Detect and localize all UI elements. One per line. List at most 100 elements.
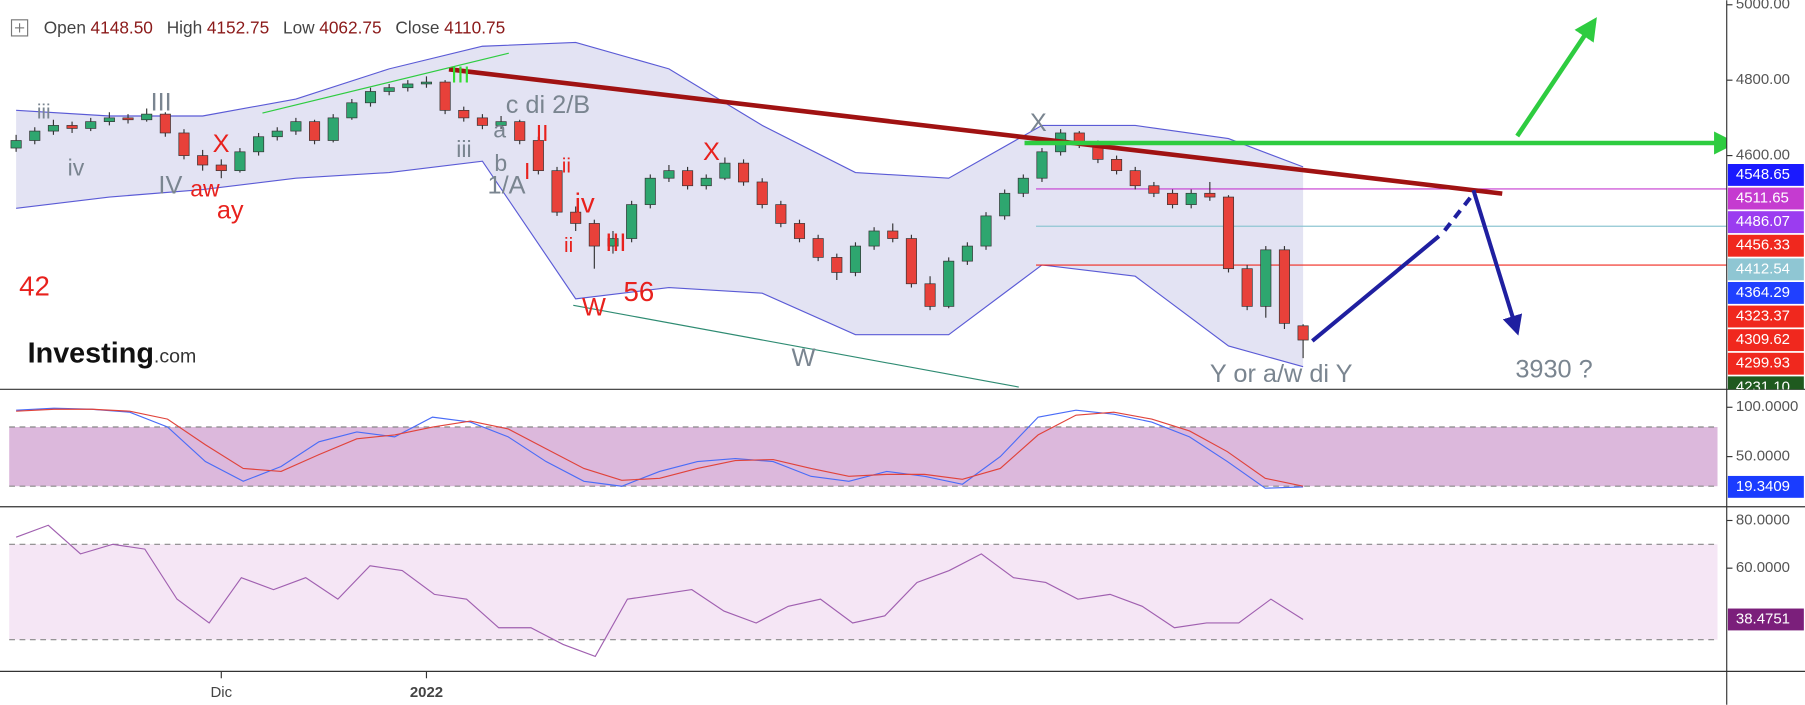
- candle-body: [1204, 192, 1216, 198]
- price-label: 4299.93: [1736, 355, 1790, 372]
- expand-icon[interactable]: [10, 19, 29, 37]
- candle-body: [495, 121, 507, 126]
- candle-body: [644, 177, 656, 205]
- price-label-box: [1727, 305, 1804, 328]
- candle-body: [551, 170, 563, 213]
- candle-body: [402, 83, 414, 89]
- level-band: [9, 544, 1718, 640]
- wave-label: I: [524, 158, 530, 184]
- candle-body: [1185, 192, 1197, 205]
- candle-body: [85, 121, 97, 129]
- support-line: [573, 304, 1019, 388]
- wave-label: II: [536, 120, 549, 146]
- candle-body: [1297, 325, 1309, 341]
- legend-value: 4062.75: [319, 18, 381, 38]
- y-tick-label: 4600.00: [1736, 147, 1790, 164]
- price-label: 4323.37: [1736, 307, 1790, 324]
- price-label: 4486.07: [1736, 213, 1790, 230]
- logo-brand: Investing: [28, 337, 154, 369]
- candle-body: [849, 245, 861, 273]
- price-label: 4456.33: [1736, 237, 1790, 254]
- price-label-box: [1727, 258, 1804, 281]
- wave-label: 3930 ?: [1515, 356, 1592, 384]
- candle-body: [234, 151, 246, 172]
- y-tick-label: 60.0000: [1736, 559, 1790, 576]
- wave-label: a: [493, 117, 506, 143]
- wave-label: Y or a/w di Y: [1210, 360, 1353, 388]
- candle-body: [103, 117, 115, 122]
- candle-body: [793, 223, 806, 239]
- wave-label: iv: [68, 155, 85, 181]
- candle-body: [999, 192, 1011, 217]
- legend-name: Low: [283, 18, 315, 38]
- wave-label: aw: [190, 175, 220, 201]
- wave-label: ay: [217, 197, 244, 225]
- legend-value: 4152.75: [207, 18, 269, 38]
- rsi-panel: 60.0000 80.0000 38.4751: [9, 511, 1804, 658]
- candle-body: [812, 238, 824, 258]
- level-band: [9, 427, 1718, 487]
- blue-path-dashed: [1443, 192, 1476, 232]
- candle-body: [66, 125, 78, 129]
- band-upper: [16, 41, 1304, 179]
- y-tick-label: 50.0000: [1736, 448, 1790, 465]
- candle-body: [1036, 151, 1048, 179]
- wave-label: X: [1030, 109, 1047, 137]
- wave-label: iv: [575, 187, 595, 218]
- candle-body: [588, 223, 600, 247]
- wave-label: III: [451, 61, 470, 87]
- price-label: 4231.10: [1736, 378, 1790, 395]
- wave-label: b: [494, 150, 507, 176]
- indicator-line: [16, 407, 1304, 489]
- price-label-box: [1727, 281, 1804, 304]
- candle-body: [476, 117, 488, 126]
- candle-body: [905, 238, 917, 285]
- drawings: [262, 17, 1727, 388]
- band-lower: [16, 160, 1304, 368]
- candle-body: [1278, 249, 1290, 324]
- wave-label: c di 2/B: [506, 91, 590, 119]
- wave-label: W: [792, 344, 816, 372]
- price-label-box: [1727, 329, 1804, 352]
- candle-body: [775, 204, 787, 224]
- wave-label: III: [605, 229, 626, 257]
- candle-body: [439, 81, 451, 111]
- indicator-line: [15, 524, 1304, 658]
- x-tick-label: Dic: [210, 684, 232, 701]
- candle-body: [980, 215, 992, 247]
- x-axis: Dic 2022: [210, 671, 443, 701]
- wave-label: W: [582, 293, 606, 321]
- candle-body: [961, 245, 973, 262]
- legend-name: Close: [395, 18, 439, 38]
- candle-body: [887, 230, 899, 239]
- price-axis: 4548.65 4511.65 4486.07 4456.33 4412.54 4364.…: [1727, 164, 1804, 395]
- candle-body: [1241, 268, 1253, 307]
- candle-body: [943, 260, 955, 307]
- candle-body: [253, 136, 265, 153]
- candle-body: [47, 125, 59, 132]
- wave-label: 1/A: [488, 171, 526, 199]
- candle-body: [159, 113, 171, 134]
- price-label: 4412.54: [1736, 260, 1790, 277]
- logo-domain: .com: [154, 345, 196, 367]
- y-tick-label: 80.0000: [1736, 511, 1790, 528]
- wave-label: IV: [158, 171, 182, 199]
- green-arrow-up: [1515, 17, 1597, 138]
- price-label: 4511.65: [1736, 189, 1789, 206]
- wave-label: ii: [564, 234, 573, 257]
- candle-body: [924, 283, 936, 307]
- price-label-box: [1727, 352, 1804, 375]
- trend-line: [448, 67, 1503, 196]
- stochastic-panel: 50.0000 100.0000 19.3409: [9, 398, 1804, 498]
- candle-body: [756, 181, 768, 205]
- candle-body: [1017, 177, 1029, 194]
- price-label-box: [1727, 164, 1804, 186]
- price-label-box: [1727, 376, 1804, 390]
- wave-label: III: [151, 89, 172, 117]
- candle-body: [514, 121, 526, 141]
- candle-body: [420, 81, 432, 85]
- candle-body: [626, 204, 638, 239]
- wave-label: iii: [37, 101, 51, 124]
